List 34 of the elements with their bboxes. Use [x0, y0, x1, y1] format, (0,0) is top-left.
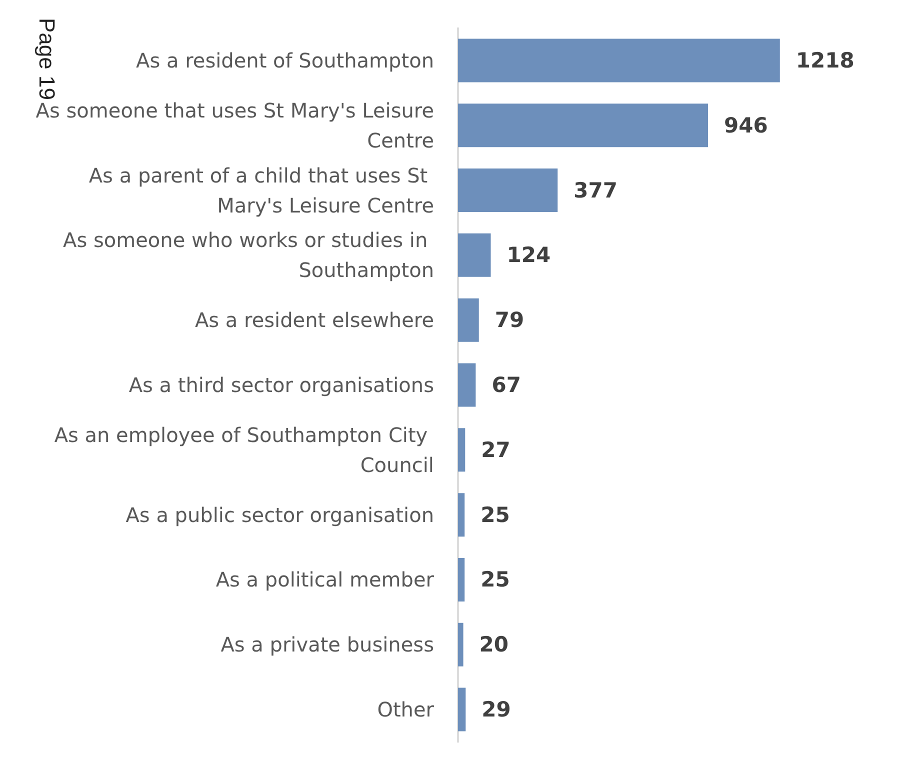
data-label: 1218 — [796, 48, 854, 72]
bar — [458, 104, 708, 148]
data-label: 377 — [574, 178, 618, 202]
y-tick-label: As someone that uses St Mary's Leisure Centre — [36, 98, 434, 152]
data-label: 79 — [494, 308, 524, 332]
bar — [458, 168, 558, 212]
bar — [458, 428, 466, 472]
y-tick-label: As a third sector organisations — [128, 373, 434, 397]
bar — [458, 493, 465, 537]
y-tick-label: As a parent of a child that uses St Mary's Leisure Centre — [88, 163, 434, 218]
text: Page 19 — [34, 18, 60, 100]
data-label: 25 — [480, 568, 510, 592]
y-tick-label: As a public sector organisation — [126, 502, 434, 527]
data-label: 67 — [492, 373, 521, 397]
data-label: 124 — [506, 243, 551, 268]
bar — [458, 233, 491, 277]
data-label: 27 — [481, 438, 510, 462]
bar — [458, 688, 466, 732]
data-label: 29 — [482, 698, 511, 722]
y-tick-label: Other — [377, 698, 435, 722]
data-label: 20 — [479, 632, 509, 657]
y-tick-label: As a resident of Southampton — [136, 48, 434, 72]
bar — [458, 363, 476, 407]
y-tick-label: As a political member — [216, 568, 435, 592]
y-tick-label: As a private business — [220, 632, 434, 657]
y-tick-label: As a resident elsewhere — [194, 308, 434, 332]
y-tick-label: As someone who works or studies in Southampton — [63, 228, 434, 282]
bar — [458, 298, 479, 342]
y-tick-label: As an employee of Southampton City Council — [54, 422, 434, 477]
bar — [458, 38, 780, 82]
data-label: 25 — [480, 502, 510, 527]
bar — [458, 558, 465, 602]
data-label: 946 — [724, 113, 768, 138]
bar — [458, 622, 464, 666]
